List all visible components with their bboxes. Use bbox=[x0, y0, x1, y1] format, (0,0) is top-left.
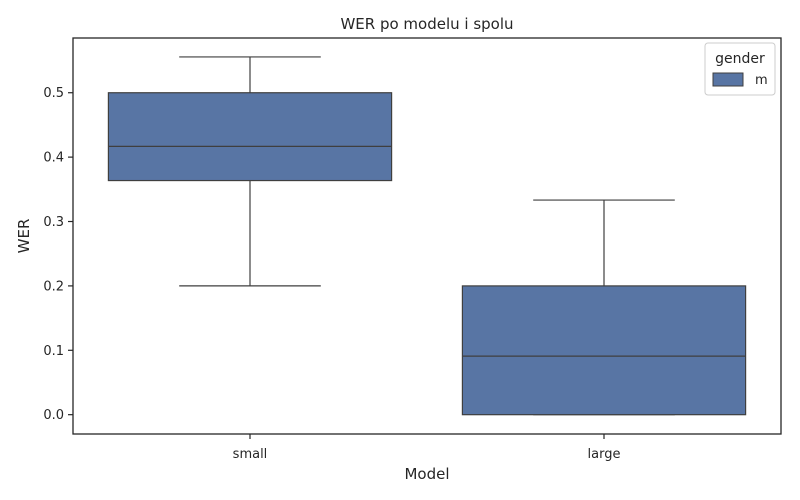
y-tick-label: 0.1 bbox=[43, 344, 64, 359]
y-tick-label: 0.5 bbox=[43, 86, 64, 101]
plot-area bbox=[107, 56, 747, 416]
legend-label: m bbox=[755, 73, 768, 88]
y-tick-label: 0.0 bbox=[43, 408, 64, 423]
axes-frame bbox=[72, 37, 782, 435]
y-tick-label: 0.3 bbox=[43, 215, 64, 230]
y-tick-label: 0.2 bbox=[43, 279, 64, 294]
y-axis-label: WER bbox=[15, 219, 33, 254]
y-tick-label: 0.4 bbox=[43, 151, 64, 166]
chart-title: WER po modelu i spolu bbox=[340, 15, 513, 33]
legend: gender m bbox=[704, 42, 776, 96]
x-tick-label: large bbox=[588, 447, 621, 462]
x-axis-label: Model bbox=[404, 465, 449, 483]
legend-swatch bbox=[712, 72, 744, 87]
iqr-box bbox=[461, 285, 747, 416]
legend-title: gender bbox=[715, 51, 765, 67]
box-small bbox=[107, 56, 393, 287]
box-large bbox=[461, 199, 747, 416]
iqr-box bbox=[107, 92, 393, 182]
x-tick-label: small bbox=[233, 447, 268, 462]
